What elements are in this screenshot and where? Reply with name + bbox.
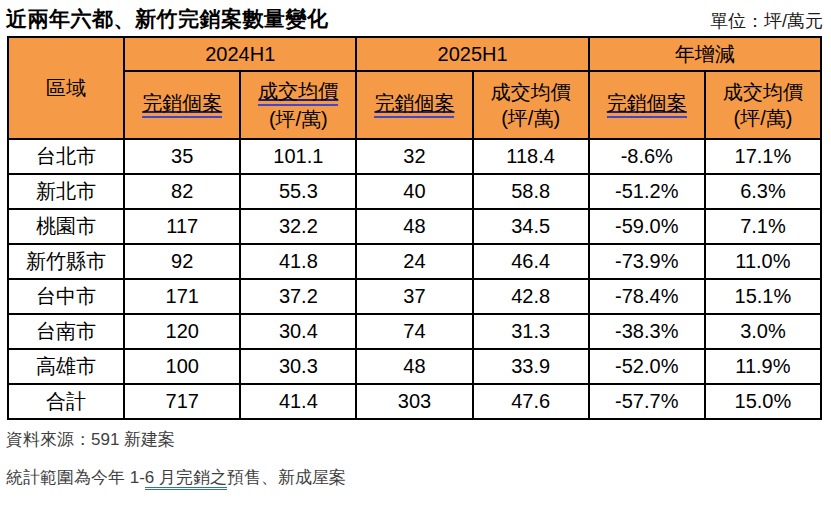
table-row: 桃園市11732.24834.5-59.0%7.1% bbox=[8, 209, 821, 244]
value-cell: 37.2 bbox=[240, 279, 356, 314]
value-cell: 42.8 bbox=[473, 279, 589, 314]
value-cell: 117 bbox=[124, 209, 240, 244]
value-cell: 24 bbox=[356, 244, 472, 279]
group-header-yoy: 年增減 bbox=[589, 37, 821, 71]
value-cell: 17.1% bbox=[705, 139, 821, 174]
value-cell: 6.3% bbox=[705, 174, 821, 209]
value-cell: -59.0% bbox=[589, 209, 705, 244]
cases-2025-label: 完銷個案 bbox=[374, 93, 454, 118]
table-header: 區域 2024H1 2025H1 年增減 完銷個案 成交均價 (坪/萬) 完銷個… bbox=[8, 37, 821, 139]
footnotes: 資料來源：591 新建案 統計範圍為今年 1-6 月完銷之預售、新成屋案 bbox=[6, 429, 831, 489]
subheader-price-yoy: 成交均價 (坪/萬) bbox=[705, 71, 821, 139]
value-cell: 101.1 bbox=[240, 139, 356, 174]
value-cell: 11.0% bbox=[705, 244, 821, 279]
value-cell: 41.4 bbox=[240, 384, 356, 419]
table-row: 高雄市10030.34833.9-52.0%11.9% bbox=[8, 349, 821, 384]
value-cell: 34.5 bbox=[473, 209, 589, 244]
title-bar: 近兩年六都、新竹完銷案數量變化 單位：坪/萬元 bbox=[0, 0, 831, 36]
value-cell: 41.8 bbox=[240, 244, 356, 279]
value-cell: 31.3 bbox=[473, 314, 589, 349]
region-cell: 台中市 bbox=[8, 279, 124, 314]
value-cell: -8.6% bbox=[589, 139, 705, 174]
group-header-2025h1: 2025H1 bbox=[356, 37, 588, 71]
value-cell: 92 bbox=[124, 244, 240, 279]
region-cell: 桃園市 bbox=[8, 209, 124, 244]
value-cell: -38.3% bbox=[589, 314, 705, 349]
scope-note: 統計範圍為今年 1-6 月完銷之預售、新成屋案 bbox=[6, 467, 831, 489]
value-cell: -57.7% bbox=[589, 384, 705, 419]
value-cell: 32 bbox=[356, 139, 472, 174]
value-cell: 171 bbox=[124, 279, 240, 314]
value-cell: 30.4 bbox=[240, 314, 356, 349]
value-cell: -51.2% bbox=[589, 174, 705, 209]
region-cell: 新北市 bbox=[8, 174, 124, 209]
scope-note-suffix: 預售、新成屋案 bbox=[227, 468, 346, 487]
value-cell: 100 bbox=[124, 349, 240, 384]
price-2024-label: 成交均價 bbox=[258, 81, 338, 106]
value-cell: 47.6 bbox=[473, 384, 589, 419]
unit-label: 單位：坪/萬元 bbox=[710, 9, 823, 33]
subheader-price-2024: 成交均價 (坪/萬) bbox=[240, 71, 356, 139]
value-cell: -78.4% bbox=[589, 279, 705, 314]
table-row: 合計71741.430347.6-57.7%15.0% bbox=[8, 384, 821, 419]
value-cell: 15.1% bbox=[705, 279, 821, 314]
scope-note-underlined: 6 月完銷之 bbox=[145, 468, 227, 490]
value-cell: 30.3 bbox=[240, 349, 356, 384]
scope-note-prefix: 統計範圍為今年 1- bbox=[6, 468, 145, 487]
value-cell: -73.9% bbox=[589, 244, 705, 279]
value-cell: 717 bbox=[124, 384, 240, 419]
value-cell: 35 bbox=[124, 139, 240, 174]
table-row: 台北市35101.132118.4-8.6%17.1% bbox=[8, 139, 821, 174]
table-row: 台中市17137.23742.8-78.4%15.1% bbox=[8, 279, 821, 314]
sales-table: 區域 2024H1 2025H1 年增減 完銷個案 成交均價 (坪/萬) 完銷個… bbox=[7, 36, 822, 420]
value-cell: 120 bbox=[124, 314, 240, 349]
group-header-2024h1: 2024H1 bbox=[124, 37, 356, 71]
value-cell: 55.3 bbox=[240, 174, 356, 209]
subheader-price-2025: 成交均價 (坪/萬) bbox=[473, 71, 589, 139]
value-cell: -52.0% bbox=[589, 349, 705, 384]
price-2024-unit: (坪/萬) bbox=[241, 106, 355, 132]
value-cell: 303 bbox=[356, 384, 472, 419]
cases-2024-label: 完銷個案 bbox=[142, 93, 222, 118]
value-cell: 32.2 bbox=[240, 209, 356, 244]
table-row: 新北市8255.34058.8-51.2%6.3% bbox=[8, 174, 821, 209]
value-cell: 118.4 bbox=[473, 139, 589, 174]
value-cell: 7.1% bbox=[705, 209, 821, 244]
subheader-cases-2024: 完銷個案 bbox=[124, 71, 240, 139]
sub-header-row: 完銷個案 成交均價 (坪/萬) 完銷個案 成交均價 (坪/萬) 完銷個案 bbox=[8, 71, 821, 139]
table-body: 台北市35101.132118.4-8.6%17.1%新北市8255.34058… bbox=[8, 139, 821, 419]
price-2025-unit: (坪/萬) bbox=[474, 105, 588, 131]
value-cell: 74 bbox=[356, 314, 472, 349]
region-cell: 台南市 bbox=[8, 314, 124, 349]
table-row: 新竹縣市9241.82446.4-73.9%11.0% bbox=[8, 244, 821, 279]
subheader-cases-2025: 完銷個案 bbox=[356, 71, 472, 139]
region-cell: 合計 bbox=[8, 384, 124, 419]
value-cell: 82 bbox=[124, 174, 240, 209]
value-cell: 3.0% bbox=[705, 314, 821, 349]
region-cell: 高雄市 bbox=[8, 349, 124, 384]
region-cell: 台北市 bbox=[8, 139, 124, 174]
value-cell: 48 bbox=[356, 209, 472, 244]
value-cell: 40 bbox=[356, 174, 472, 209]
price-yoy-unit: (坪/萬) bbox=[706, 105, 820, 131]
price-2025-label: 成交均價 bbox=[491, 81, 571, 103]
value-cell: 37 bbox=[356, 279, 472, 314]
value-cell: 33.9 bbox=[473, 349, 589, 384]
page-title: 近兩年六都、新竹完銷案數量變化 bbox=[6, 5, 329, 33]
value-cell: 48 bbox=[356, 349, 472, 384]
group-header-row: 區域 2024H1 2025H1 年增減 bbox=[8, 37, 821, 71]
value-cell: 11.9% bbox=[705, 349, 821, 384]
region-cell: 新竹縣市 bbox=[8, 244, 124, 279]
value-cell: 15.0% bbox=[705, 384, 821, 419]
cases-yoy-label: 完銷個案 bbox=[607, 93, 687, 118]
region-column-header: 區域 bbox=[8, 37, 124, 139]
table-row: 台南市12030.47431.3-38.3%3.0% bbox=[8, 314, 821, 349]
value-cell: 46.4 bbox=[473, 244, 589, 279]
price-yoy-label: 成交均價 bbox=[723, 81, 803, 103]
source-note: 資料來源：591 新建案 bbox=[6, 429, 831, 451]
subheader-cases-yoy: 完銷個案 bbox=[589, 71, 705, 139]
value-cell: 58.8 bbox=[473, 174, 589, 209]
